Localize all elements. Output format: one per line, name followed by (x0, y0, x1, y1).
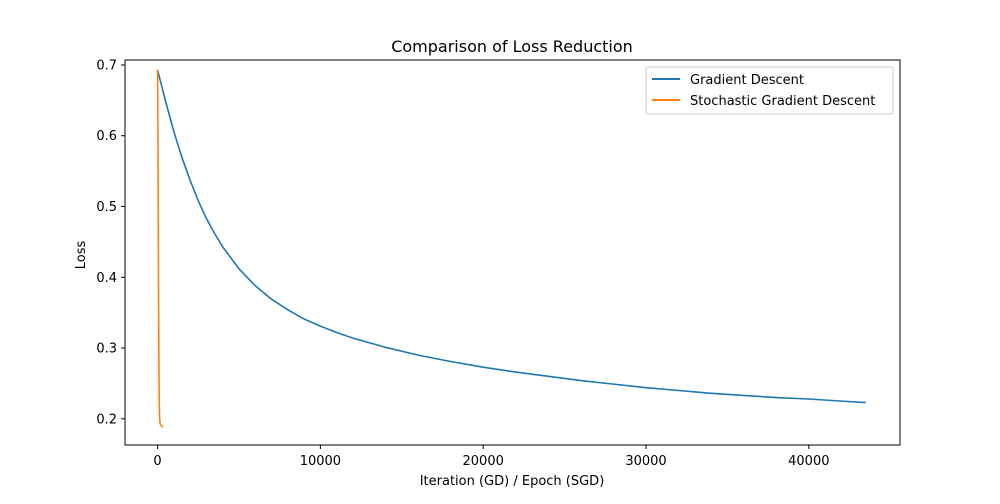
y-tick-label: 0.3 (96, 342, 117, 357)
y-tick-label: 0.6 (96, 129, 117, 144)
y-tick-label: 0.2 (96, 412, 117, 427)
x-tick-label: 10000 (300, 454, 341, 469)
chart-title: Comparison of Loss Reduction (391, 37, 633, 56)
x-axis-ticks: 0 10000 20000 30000 40000 (153, 445, 830, 469)
series-line-stochastic-gradient-descent (156, 69, 164, 428)
x-tick-label: 20000 (463, 454, 504, 469)
y-axis-ticks: 0.2 0.3 0.4 0.5 0.6 0.7 (96, 58, 125, 427)
legend-label-gradient-descent: Gradient Descent (690, 73, 804, 88)
x-axis-label: Iteration (GD) / Epoch (SGD) (420, 474, 605, 489)
legend: Gradient Descent Stochastic Gradient Des… (645, 66, 894, 115)
legend-box (645, 66, 894, 115)
x-tick-label: 40000 (788, 454, 829, 469)
y-axis-label: Loss (74, 241, 89, 270)
series-line-gradient-descent (156, 69, 866, 404)
axes-frame (124, 59, 901, 446)
x-tick-label: 30000 (625, 454, 666, 469)
y-tick-label: 0.5 (96, 200, 117, 215)
y-tick-label: 0.4 (96, 271, 117, 286)
y-tick-label: 0.7 (96, 58, 117, 73)
legend-label-stochastic-gradient-descent: Stochastic Gradient Descent (690, 94, 875, 109)
plot-area (156, 69, 866, 428)
x-tick-label: 0 (153, 454, 161, 469)
